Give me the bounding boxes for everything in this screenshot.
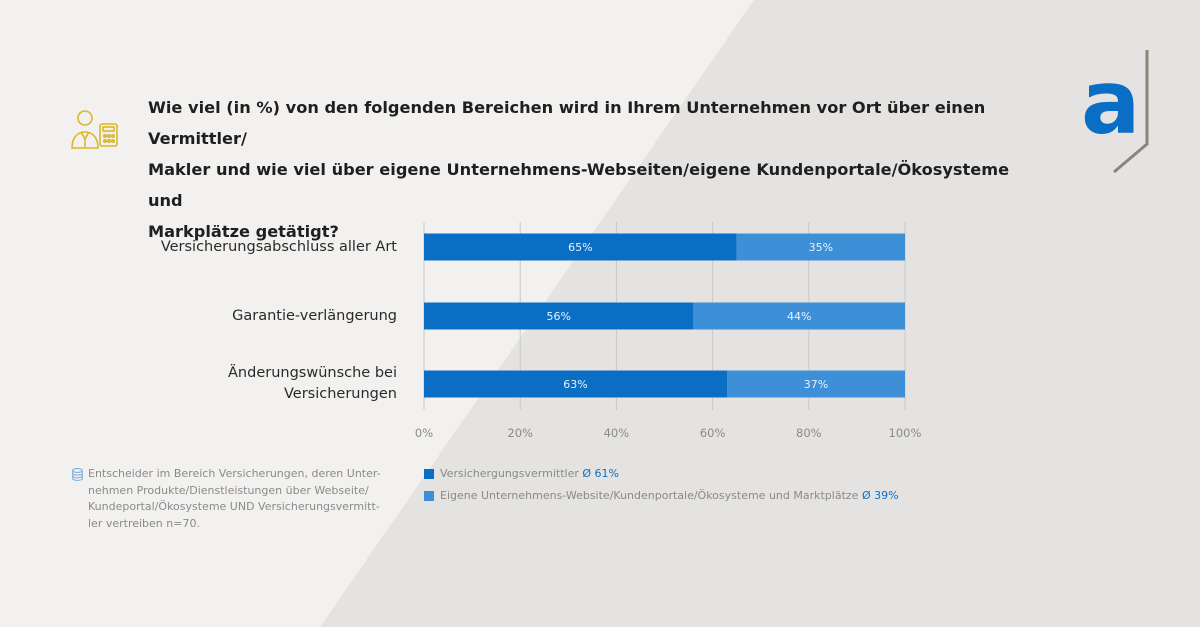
chart-title: Wie viel (in %) von den folgenden Bereic… bbox=[148, 98, 1010, 241]
legend-average-series1: Ø 61% bbox=[582, 467, 619, 480]
bar-segment-series2 bbox=[693, 302, 905, 330]
source-note: Entscheider im Bereich Versicherungen, d… bbox=[72, 466, 392, 532]
bar-segment-series2 bbox=[727, 370, 905, 398]
bar-value-label: 63% bbox=[563, 378, 587, 391]
legend-label-series2: Eigene Unternehmens-Website/Kundenportal… bbox=[440, 489, 859, 502]
legend-swatch-series1 bbox=[424, 469, 434, 479]
bar-segment-series1 bbox=[424, 302, 694, 330]
bar-value-label: 37% bbox=[804, 378, 828, 391]
bar-value-label: 65% bbox=[568, 241, 592, 254]
bar-value-label: 44% bbox=[787, 310, 811, 323]
x-tick-label: 40% bbox=[604, 426, 630, 440]
category-label: Versicherungsabschluss aller Art bbox=[160, 238, 397, 255]
bar-segment-series1 bbox=[424, 370, 728, 398]
category-label: Garantie-verlängerung bbox=[232, 307, 397, 324]
legend-swatch-series2 bbox=[424, 491, 434, 501]
legend-item-series1: Versichergungsvermittler Ø 61% bbox=[424, 466, 899, 486]
x-tick-label: 0% bbox=[415, 426, 433, 440]
x-tick-label: 20% bbox=[507, 426, 533, 440]
brand-logo bbox=[1113, 50, 1149, 174]
category-label: Änderungswünsche bei Versicherungen bbox=[228, 365, 397, 402]
database-icon bbox=[72, 468, 83, 481]
bar-segment-series2 bbox=[736, 233, 905, 261]
logo-bracket bbox=[1113, 50, 1149, 174]
logo-letter: a bbox=[1081, 51, 1141, 154]
person-with-calculator-icon bbox=[71, 110, 118, 149]
bar-value-label: 35% bbox=[809, 241, 833, 254]
x-tick-label: 100% bbox=[889, 426, 922, 440]
x-tick-label: 60% bbox=[700, 426, 726, 440]
legend-label-series1: Versichergungsvermittler bbox=[440, 467, 579, 480]
bar-value-label: 56% bbox=[546, 310, 570, 323]
legend-average-series2: Ø 39% bbox=[861, 489, 899, 502]
legend-item-series2: Eigene Unternehmens-Website/Kundenportal… bbox=[424, 488, 899, 508]
source-note-text: Entscheider im Bereich Versicherungen, d… bbox=[88, 467, 381, 530]
x-tick-label: 80% bbox=[796, 426, 822, 440]
bar-segment-series1 bbox=[424, 233, 737, 261]
chart-legend: Versichergungsvermittler Ø 61% Eigene Un… bbox=[424, 466, 899, 510]
